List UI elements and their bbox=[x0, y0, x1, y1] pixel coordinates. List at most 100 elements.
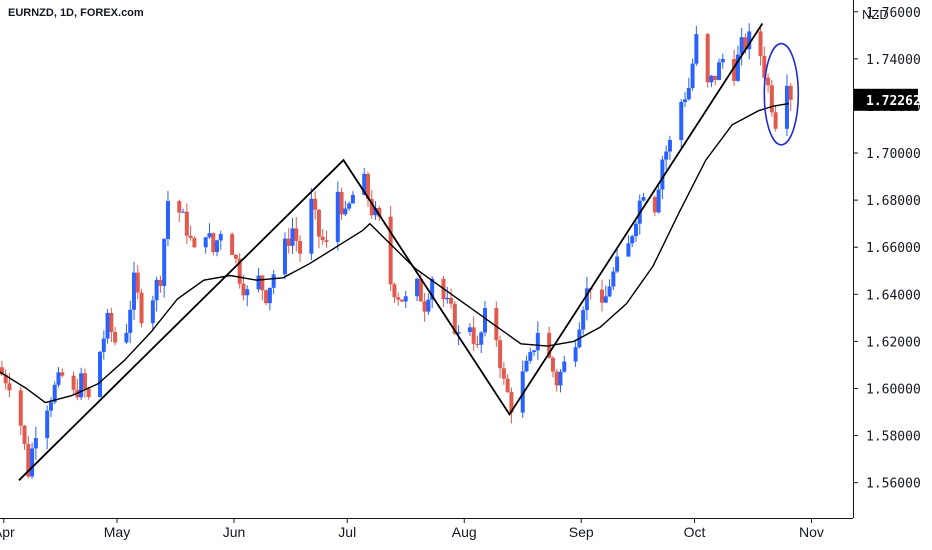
candle-body bbox=[150, 300, 155, 324]
bearish-candle bbox=[471, 316, 476, 352]
bullish-candle bbox=[245, 285, 250, 307]
bullish-candle bbox=[739, 27, 744, 66]
bearish-candle bbox=[260, 274, 265, 301]
price-axis[interactable]: 1.56000 1.58000 1.60000 1.62000 1.64000 1.660… bbox=[853, 6, 921, 492]
bullish-candle bbox=[656, 185, 661, 214]
bearish-candle bbox=[773, 106, 778, 132]
candle-body bbox=[747, 31, 752, 50]
candle-body bbox=[415, 278, 420, 297]
candle-body bbox=[339, 191, 344, 215]
candle-body bbox=[365, 173, 370, 199]
bullish-candle bbox=[683, 92, 688, 108]
bullish-candle bbox=[215, 239, 220, 257]
candle-body bbox=[211, 233, 216, 253]
candle-body bbox=[399, 299, 404, 302]
bullish-candle bbox=[30, 442, 35, 479]
candle-body bbox=[113, 332, 118, 343]
candle-body bbox=[105, 312, 110, 339]
candle-body bbox=[124, 332, 129, 343]
candle-body bbox=[581, 310, 586, 330]
bearish-candle bbox=[392, 282, 397, 303]
bullish-candle bbox=[735, 45, 740, 82]
candle-body bbox=[45, 410, 50, 439]
bearish-candle bbox=[22, 424, 27, 450]
candle-body bbox=[615, 256, 620, 272]
candle-body bbox=[267, 287, 272, 304]
bullish-candle bbox=[690, 58, 695, 91]
highlight-ellipse bbox=[763, 42, 800, 146]
candle-body bbox=[154, 279, 159, 301]
candle-body bbox=[264, 290, 269, 304]
bullish-candle bbox=[667, 135, 672, 161]
candle-body bbox=[245, 289, 250, 296]
candle-body bbox=[600, 289, 605, 303]
bearish-candle bbox=[192, 235, 197, 248]
time-tick-label: Apr bbox=[0, 524, 15, 540]
bearish-candle bbox=[705, 32, 710, 88]
bullish-candle bbox=[479, 330, 484, 354]
time-tick-label: Jun bbox=[223, 524, 246, 540]
symbol-header: EURNZD, 1D, FOREX.com bbox=[8, 7, 144, 19]
candle-body bbox=[550, 357, 555, 372]
bullish-candle bbox=[56, 367, 61, 388]
price-tag-value: 1.72262 bbox=[866, 94, 921, 109]
bullish-candle bbox=[717, 58, 722, 81]
candle-body bbox=[388, 216, 393, 285]
candle-body bbox=[524, 360, 529, 372]
candle-body bbox=[181, 211, 186, 213]
candle-body bbox=[22, 425, 27, 445]
candle-body bbox=[475, 343, 480, 345]
candle-body bbox=[732, 58, 737, 81]
price-tick-label: 1.76000 bbox=[866, 6, 921, 21]
bullish-candle bbox=[532, 349, 537, 357]
candle-body bbox=[498, 340, 503, 369]
bearish-candle bbox=[230, 232, 235, 255]
bearish-candle bbox=[396, 292, 401, 306]
bearish-candle bbox=[509, 387, 514, 424]
candle-body bbox=[241, 283, 246, 296]
bearish-candle bbox=[501, 362, 506, 385]
bullish-candle bbox=[664, 145, 669, 171]
bearish-candle bbox=[298, 235, 303, 262]
candle-body bbox=[720, 58, 725, 63]
candle-body bbox=[686, 87, 691, 100]
candle-body bbox=[630, 236, 635, 244]
bearish-candle bbox=[3, 369, 8, 390]
bullish-candle bbox=[124, 324, 129, 345]
candle-body bbox=[584, 288, 589, 311]
currency-label: NZD bbox=[862, 7, 889, 22]
candle-body bbox=[788, 85, 793, 100]
candle-body bbox=[683, 99, 688, 102]
candle-body bbox=[373, 207, 378, 216]
bullish-candle bbox=[445, 286, 450, 304]
candle-body bbox=[449, 297, 454, 304]
candle-body bbox=[203, 237, 208, 248]
bullish-candle bbox=[181, 208, 186, 213]
bullish-candle bbox=[467, 323, 472, 336]
bearish-candle bbox=[422, 292, 427, 322]
candle-body bbox=[505, 378, 510, 393]
candle-body bbox=[165, 201, 170, 240]
bullish-candle bbox=[573, 341, 578, 367]
bearish-candle bbox=[286, 228, 291, 254]
bearish-candle bbox=[60, 368, 65, 378]
candle-body bbox=[611, 271, 616, 287]
price-tick-label: 1.62000 bbox=[866, 335, 921, 350]
price-tick-label: 1.68000 bbox=[866, 194, 921, 209]
bullish-candle bbox=[581, 306, 586, 335]
bullish-candle bbox=[562, 355, 567, 373]
bearish-candle bbox=[399, 299, 404, 303]
bullish-candle bbox=[282, 232, 287, 280]
candle-body bbox=[192, 237, 197, 248]
bullish-candle bbox=[350, 191, 355, 204]
bullish-candle bbox=[630, 234, 635, 248]
candle-body bbox=[664, 151, 669, 160]
bearish-candle bbox=[769, 79, 774, 117]
time-axis[interactable]: Apr May Jun Jul Aug Sep Oct Nov bbox=[0, 518, 824, 540]
candle-body bbox=[98, 351, 103, 398]
bullish-candle bbox=[694, 25, 699, 67]
bullish-candle bbox=[720, 53, 725, 69]
candle-body bbox=[784, 85, 789, 129]
candle-body bbox=[260, 275, 265, 291]
time-tick-label: Nov bbox=[799, 524, 824, 540]
